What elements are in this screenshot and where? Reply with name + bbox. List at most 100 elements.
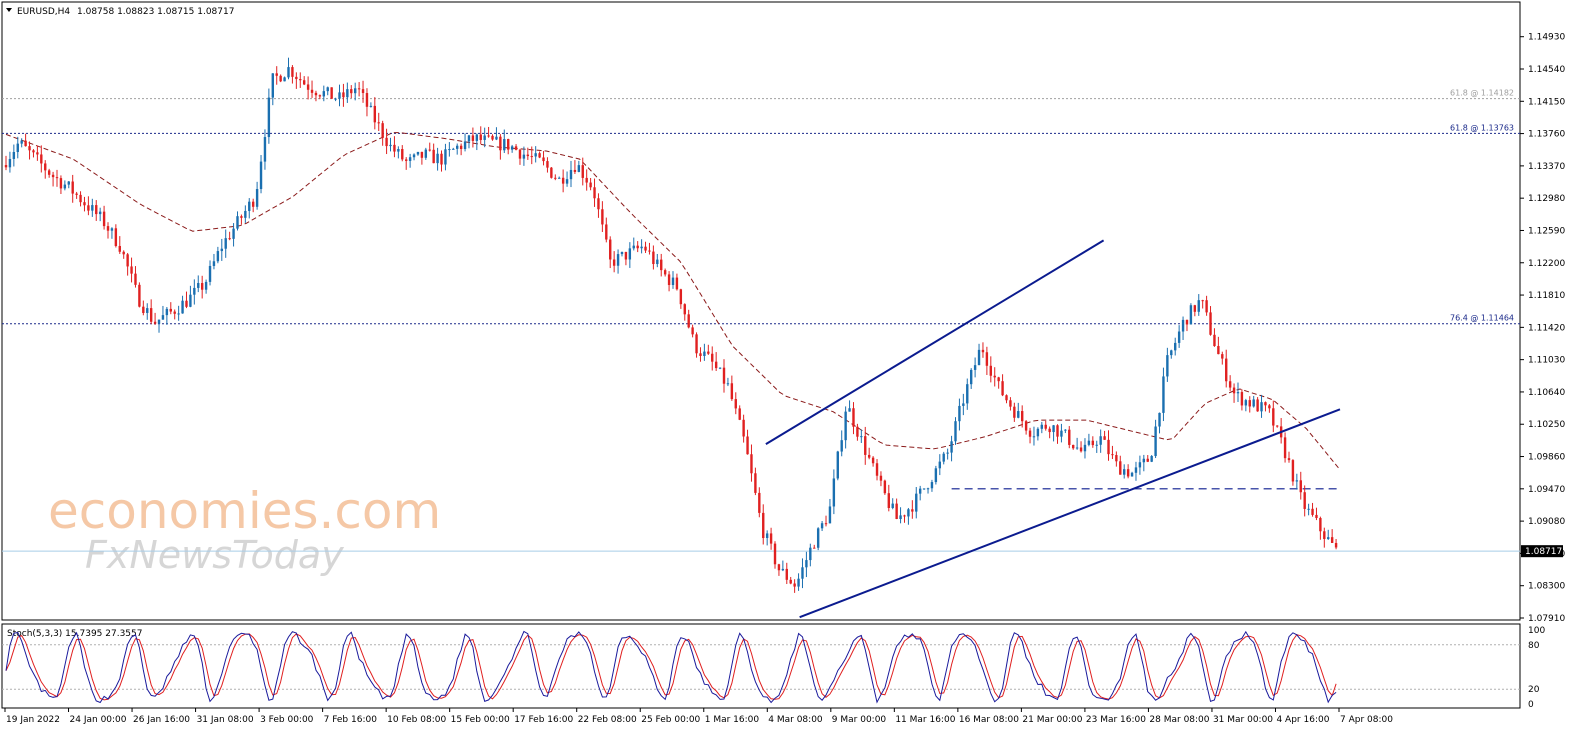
candle-body (813, 547, 816, 549)
candle-body (1040, 424, 1044, 429)
candle-body (350, 89, 353, 94)
candle-body (456, 145, 459, 149)
candle-body (12, 152, 16, 159)
candle-body (628, 248, 632, 260)
candle-body (420, 151, 424, 158)
stoch-tick-label: 100 (1528, 626, 1545, 636)
candle-body (1087, 440, 1091, 445)
candle-body (1225, 358, 1228, 382)
candle-body (322, 91, 326, 97)
candle-body (153, 321, 157, 324)
time-tick-label: 19 Jan 2022 (6, 715, 60, 725)
candle-body (459, 145, 463, 150)
candle-body (1252, 399, 1255, 407)
candle-body (593, 187, 596, 199)
candle-body (824, 523, 828, 525)
main-plot-frame (1, 1, 1521, 621)
candle-body (75, 193, 78, 195)
candle-body (8, 158, 12, 168)
time-tick-label: 7 Feb 16:00 (324, 715, 378, 725)
candle-body (299, 79, 302, 81)
candle-body (440, 153, 443, 165)
candle-body (134, 273, 137, 285)
candle-body (1272, 408, 1275, 426)
candle-body (1162, 376, 1165, 413)
candle-body (1334, 542, 1338, 548)
candle-body (326, 87, 329, 92)
candle-body (1119, 461, 1122, 475)
price-tick-label: 1.12200 (1528, 259, 1565, 269)
candle-body (640, 246, 643, 249)
candle-body (1072, 444, 1075, 449)
candle-body (295, 76, 298, 80)
candle-body (946, 452, 949, 454)
price-tick-label: 1.14540 (1528, 65, 1565, 75)
candle-body (624, 251, 628, 260)
candle-body (781, 568, 785, 571)
candle-body (28, 146, 31, 151)
time-tick-label: 23 Mar 16:00 (1086, 715, 1146, 725)
collapse-triangle-icon[interactable] (6, 8, 12, 12)
candle-body (110, 228, 114, 231)
candle-body (122, 251, 125, 255)
stoch-signal-line (5, 633, 1337, 701)
candle-body (1287, 458, 1291, 461)
candle-body (36, 152, 39, 155)
candle-body (1319, 518, 1322, 532)
candle-body (197, 283, 200, 288)
candle-body (381, 123, 384, 138)
candle-body (416, 151, 420, 155)
time-tick-label: 28 Mar 08:00 (1149, 715, 1209, 725)
candle-body (1244, 400, 1248, 406)
candle-body (59, 178, 63, 189)
candle-body (1130, 472, 1134, 477)
candle-body (954, 421, 957, 442)
candle-body (1107, 439, 1110, 455)
candle-body (452, 148, 455, 150)
candle-body (259, 161, 263, 190)
candle-body (754, 473, 757, 493)
candle-body (1142, 458, 1146, 463)
candle-body (518, 149, 522, 159)
candle-body (605, 224, 608, 240)
candle-body (660, 259, 663, 271)
candle-body (1064, 429, 1067, 431)
candle-body (973, 365, 977, 370)
candle-body (656, 259, 659, 265)
candle-body (663, 270, 667, 275)
candle-body (675, 277, 679, 290)
candle-body (208, 265, 212, 282)
candle-body (483, 135, 486, 140)
candle-body (789, 579, 792, 584)
candle-body (887, 493, 890, 508)
candle-body (389, 144, 392, 147)
candle-body (550, 167, 553, 178)
candle-body (118, 245, 121, 252)
candle-body (895, 503, 898, 520)
price-tick-label: 1.11810 (1528, 291, 1565, 301)
candle-body (479, 134, 482, 140)
candle-body (1181, 319, 1185, 332)
candle-body (181, 300, 184, 314)
candle-body (126, 254, 129, 267)
candle-body (573, 169, 577, 172)
candle-body (342, 92, 345, 98)
candle-body (1248, 400, 1251, 407)
candle-body (1260, 402, 1263, 412)
candle-body (365, 93, 369, 107)
candle-body (891, 503, 894, 508)
candle-body (169, 308, 172, 312)
candle-body (679, 289, 683, 305)
candle-body (1154, 426, 1157, 457)
candle-body (397, 149, 400, 152)
candle-body (1264, 402, 1267, 406)
candle-body (648, 250, 651, 252)
candle-body (279, 75, 282, 82)
candle-body (1123, 469, 1126, 475)
candle-body (1205, 300, 1208, 313)
candle-body (683, 304, 686, 315)
candle-body (412, 154, 416, 158)
candle-body (758, 492, 761, 513)
candle-body (510, 146, 514, 150)
